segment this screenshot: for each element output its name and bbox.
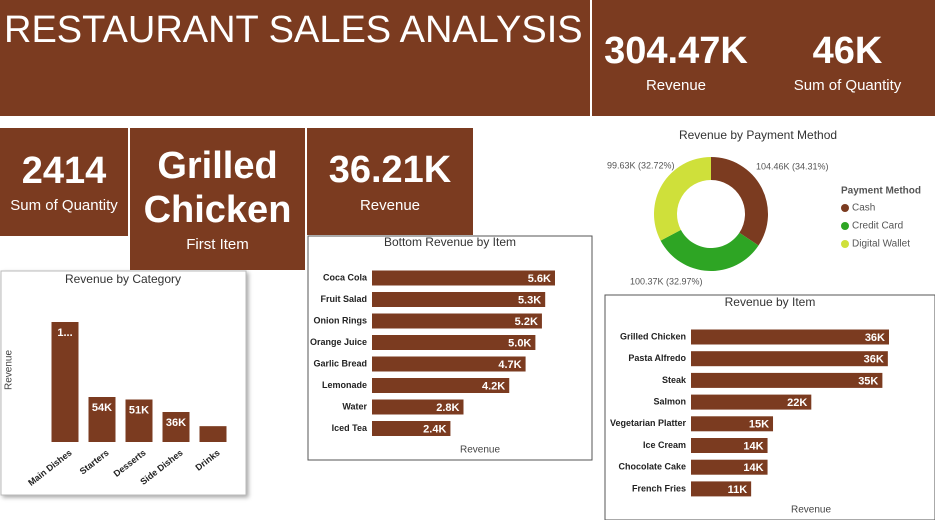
- data-label: 36K: [865, 332, 885, 344]
- data-label: 15K: [749, 419, 769, 431]
- data-label: 14K: [743, 462, 763, 474]
- chart-title: Revenue by Payment Method: [679, 128, 837, 142]
- x-axis-title: Revenue: [791, 505, 831, 516]
- kpi-card: Grilled Chicken First Item: [130, 128, 305, 270]
- y-tick-label: Lemonade: [322, 380, 367, 390]
- data-label: 36K: [864, 354, 884, 366]
- bar: [691, 416, 774, 432]
- panel: [0, 270, 247, 496]
- bar: [88, 397, 116, 442]
- bar: [199, 426, 227, 442]
- legend-label: Cash: [852, 203, 875, 214]
- data-label: 36K: [166, 417, 186, 429]
- x-axis-title: Revenue: [460, 445, 500, 456]
- data-label: 1...: [57, 327, 72, 339]
- data-label: 11K: [728, 484, 748, 496]
- y-tick-label: Water: [342, 401, 367, 411]
- bar: [372, 313, 542, 329]
- header-band: [0, 0, 590, 116]
- data-label: 5.3K: [518, 294, 541, 306]
- kpi-card: 36.21K Revenue: [307, 128, 473, 235]
- kpi-value: 36.21K: [328, 149, 452, 192]
- bar: [691, 351, 888, 367]
- pie-slice: [660, 229, 759, 271]
- data-label: 5.2K: [515, 316, 538, 328]
- y-tick-label: Onion Rings: [314, 315, 368, 325]
- chart-title: Bottom Revenue by Item: [384, 235, 516, 249]
- bar: [691, 438, 768, 453]
- bar: [51, 322, 79, 442]
- bar: [691, 459, 768, 475]
- bar: [372, 270, 555, 286]
- kpi-value: 304.47K: [604, 29, 748, 72]
- kpi-label: Revenue: [359, 196, 421, 214]
- kpi-label: First Item: [186, 236, 249, 254]
- pie-slice: [711, 157, 768, 246]
- bar: [372, 421, 451, 436]
- chart-title: Revenue by Category: [65, 272, 181, 286]
- bar: [691, 481, 752, 497]
- header-kpi-band: [592, 0, 935, 116]
- kpi-label: Revenue: [645, 77, 707, 95]
- bar: [125, 399, 153, 442]
- bar: [691, 394, 812, 410]
- page-title: RESTAURANT SALES ANALYSIS: [4, 9, 583, 51]
- y-tick-label: Salmon: [653, 396, 686, 406]
- data-label: 5.0K: [508, 337, 531, 349]
- y-tick-label: French Fries: [632, 483, 686, 493]
- kpi-value: Grilled Chicken: [143, 144, 292, 231]
- bar: [372, 292, 546, 307]
- chart-title: Revenue by Item: [725, 295, 816, 309]
- y-tick-label: Orange Juice: [310, 337, 367, 347]
- kpi-label: Sum of Quantity: [10, 197, 118, 215]
- legend-title: Payment Method: [841, 186, 921, 197]
- data-label: 4.7K: [498, 359, 521, 371]
- data-label: 22K: [787, 397, 807, 409]
- bar: [372, 399, 464, 415]
- y-tick-label: Chocolate Cake: [618, 462, 686, 472]
- kpi-card: 2414 Sum of Quantity: [0, 128, 128, 236]
- data-label: 2.4K: [423, 423, 446, 435]
- bar: [162, 412, 190, 442]
- data-label: 100.37K (32.97%): [630, 276, 703, 286]
- kpi-value: 46K: [812, 29, 883, 72]
- y-tick-label: Garlic Bread: [313, 358, 367, 368]
- y-tick-label: Grilled Chicken: [620, 331, 686, 341]
- y-tick-label: Fruit Salad: [320, 294, 367, 304]
- kpi-value: 2414: [21, 149, 107, 192]
- bar: [691, 372, 883, 388]
- data-label: 35K: [858, 375, 878, 387]
- y-tick-label: Vegetarian Platter: [610, 418, 687, 428]
- data-label: 14K: [743, 440, 763, 452]
- y-tick-label: Iced Tea: [332, 423, 368, 433]
- y-tick-label: Steak: [662, 375, 687, 385]
- y-tick-label: Ice Cream: [643, 440, 686, 450]
- data-label: 99.63K (32.72%): [607, 160, 675, 170]
- kpi-card: 46K Sum of Quantity: [765, 20, 930, 104]
- y-axis-title: Revenue: [4, 350, 15, 390]
- data-label: 5.6K: [528, 273, 551, 285]
- legend-marker: [841, 204, 849, 212]
- y-tick-label: Pasta Alfredo: [628, 353, 686, 363]
- data-label: 51K: [129, 404, 149, 416]
- data-label: 54K: [92, 402, 112, 414]
- bar: [691, 329, 889, 345]
- kpi-card: 304.47K Revenue: [592, 20, 760, 104]
- data-label: 104.46K (34.31%): [756, 161, 829, 171]
- bar: [372, 378, 510, 393]
- legend-marker: [841, 222, 849, 230]
- legend-label: Credit Card: [852, 221, 903, 232]
- kpi-label: Sum of Quantity: [793, 77, 902, 95]
- pie-slice: [654, 157, 711, 241]
- bar: [372, 335, 536, 350]
- y-tick-label: Coca Cola: [323, 272, 368, 282]
- data-label: 4.2K: [482, 380, 505, 392]
- bar: [372, 356, 526, 372]
- legend-label: Digital Wallet: [852, 239, 910, 250]
- legend-marker: [841, 240, 849, 248]
- data-label: 2.8K: [436, 402, 459, 414]
